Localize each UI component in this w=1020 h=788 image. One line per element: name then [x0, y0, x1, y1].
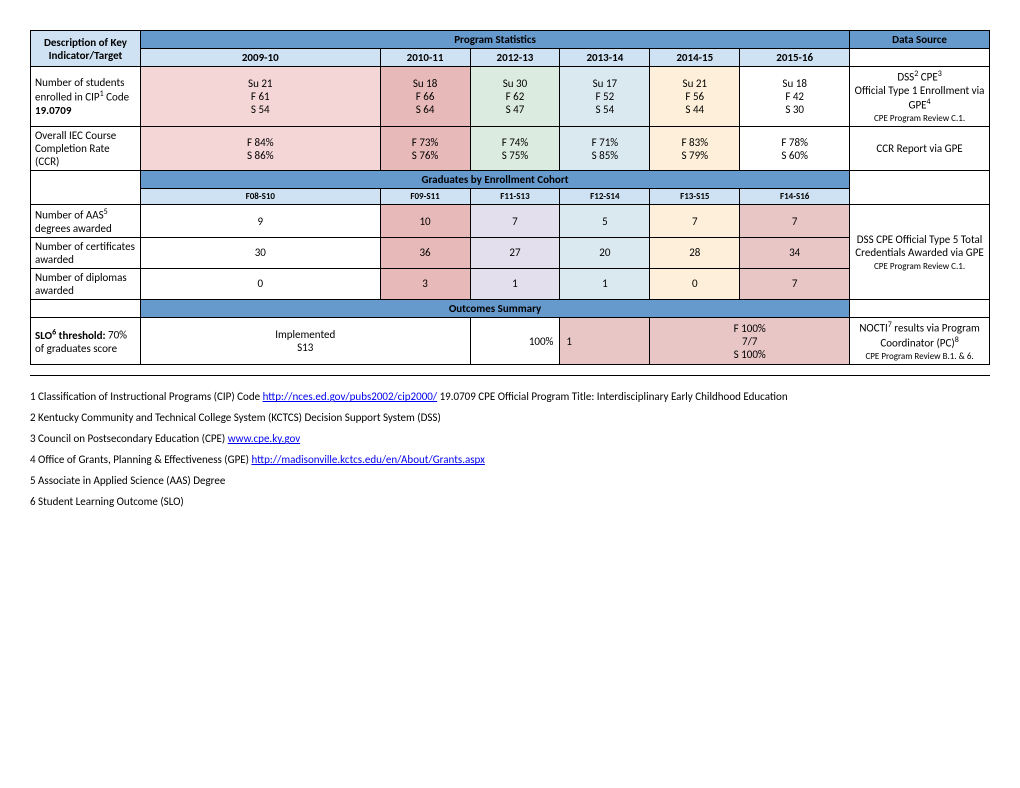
slo-one: 1 [560, 317, 650, 364]
cohort-4: F13-S15 [650, 189, 740, 205]
row-diplomas: Number of diplomas awarded 0 3 1 1 0 7 [31, 268, 990, 299]
slo-implemented: ImplementedS13 [140, 317, 470, 364]
certs-cell-5: 34 [740, 237, 850, 268]
dipl-cell-0: 0 [140, 268, 380, 299]
footnote-3-link[interactable]: www.cpe.ky.gov [228, 432, 300, 445]
row-aas: Number of AAS5 degrees awarded 9 10 7 5 … [31, 205, 990, 238]
slo-label: SLO6 threshold: 70% of graduates score [31, 317, 141, 364]
certs-cell-0: 30 [140, 237, 380, 268]
enroll-label: Number of students enrolled in CIP1 Code… [31, 67, 141, 127]
aas-cell-0: 9 [140, 205, 380, 238]
footnote-4: 4 Office of Grants, Planning & Effective… [30, 453, 990, 466]
ccr-cell-1: F 73%S 76% [380, 127, 470, 171]
ccr-cell-4: F 83%S 79% [650, 127, 740, 171]
dipl-cell-2: 1 [470, 268, 560, 299]
footnote-6: 6 Student Learning Outcome (SLO) [30, 495, 990, 508]
certs-cell-2: 27 [470, 237, 560, 268]
footnotes: 1 Classification of Instructional Progra… [30, 375, 990, 508]
header-year-5: 2015-16 [740, 49, 850, 67]
aas-cell-5: 7 [740, 205, 850, 238]
enroll-cell-3: Su 17F 52S 54 [560, 67, 650, 127]
cohort-5: F14-S16 [740, 189, 850, 205]
footnote-1-link[interactable]: http://nces.ed.gov/pubs2002/cip2000/ [263, 390, 438, 403]
ccr-cell-3: F 71%S 85% [560, 127, 650, 171]
header-year-0: 2009-10 [140, 49, 380, 67]
header-outcomes: Outcomes Summary [140, 299, 849, 317]
dipl-cell-5: 7 [740, 268, 850, 299]
header-program-statistics: Program Statistics [140, 31, 849, 49]
header-source-blank [850, 49, 990, 67]
header-year-4: 2014-15 [650, 49, 740, 67]
cohort-0: F08-S10 [140, 189, 380, 205]
enroll-cell-2: Su 30F 62S 47 [470, 67, 560, 127]
dipl-cell-3: 1 [560, 268, 650, 299]
header-desc-key: Description of Key Indicator/Target [31, 31, 141, 67]
header-year-1: 2010-11 [380, 49, 470, 67]
footnote-4-link[interactable]: http://madisonville.kctcs.edu/en/About/G… [251, 453, 484, 466]
ccr-cell-2: F 74%S 75% [470, 127, 560, 171]
ccr-cell-0: F 84%S 86% [140, 127, 380, 171]
outcomes-left-blank [31, 299, 141, 317]
slo-source: NOCTI7 results via Program Coordinator (… [850, 317, 990, 364]
aas-label: Number of AAS5 degrees awarded [31, 205, 141, 238]
certs-label: Number of certificates awarded [31, 237, 141, 268]
cohort-1: F09-S11 [380, 189, 470, 205]
grad-left-blank [31, 171, 141, 205]
header-data-source: Data Source [850, 31, 990, 49]
aas-cell-1: 10 [380, 205, 470, 238]
footnote-2: 2 Kentucky Community and Technical Colle… [30, 411, 990, 424]
certs-cell-3: 20 [560, 237, 650, 268]
row-ccr: Overall IEC Course Completion Rate (CCR)… [31, 127, 990, 171]
footnote-1: 1 Classification of Instructional Progra… [30, 390, 990, 403]
ccr-source: CCR Report via GPE [850, 127, 990, 171]
enroll-cell-0: Su 21F 61S 54 [140, 67, 380, 127]
program-statistics-table: Description of Key Indicator/Target Prog… [30, 30, 990, 365]
header-year-2: 2012-13 [470, 49, 560, 67]
grad-source-blank [850, 171, 990, 205]
ccr-label: Overall IEC Course Completion Rate (CCR) [31, 127, 141, 171]
header-year-3: 2013-14 [560, 49, 650, 67]
slo-pct: 100% [470, 317, 560, 364]
ccr-cell-5: F 78%S 60% [740, 127, 850, 171]
row-enrollment: Number of students enrolled in CIP1 Code… [31, 67, 990, 127]
row-slo: SLO6 threshold: 70% of graduates score I… [31, 317, 990, 364]
dipl-cell-1: 3 [380, 268, 470, 299]
slo-right: F 100%7/7S 100% [650, 317, 850, 364]
aas-cell-2: 7 [470, 205, 560, 238]
cred-source: DSS CPE Official Type 5 Total Credential… [850, 205, 990, 300]
row-certs: Number of certificates awarded 30 36 27 … [31, 237, 990, 268]
certs-cell-1: 36 [380, 237, 470, 268]
header-grad-cohort: Graduates by Enrollment Cohort [140, 171, 849, 189]
dipl-cell-4: 0 [650, 268, 740, 299]
enroll-cell-5: Su 18F 42S 30 [740, 67, 850, 127]
cohort-3: F12-S14 [560, 189, 650, 205]
enroll-cell-1: Su 18F 66S 64 [380, 67, 470, 127]
aas-cell-3: 5 [560, 205, 650, 238]
enroll-source: DSS2 CPE3 Official Type 1 Enrollment via… [850, 67, 990, 127]
aas-cell-4: 7 [650, 205, 740, 238]
enroll-cell-4: Su 21F 56S 44 [650, 67, 740, 127]
footnote-3: 3 Council on Postsecondary Education (CP… [30, 432, 990, 445]
dipl-label: Number of diplomas awarded [31, 268, 141, 299]
certs-cell-4: 28 [650, 237, 740, 268]
footnote-5: 5 Associate in Applied Science (AAS) Deg… [30, 474, 990, 487]
cohort-2: F11-S13 [470, 189, 560, 205]
outcomes-right-blank [850, 299, 990, 317]
